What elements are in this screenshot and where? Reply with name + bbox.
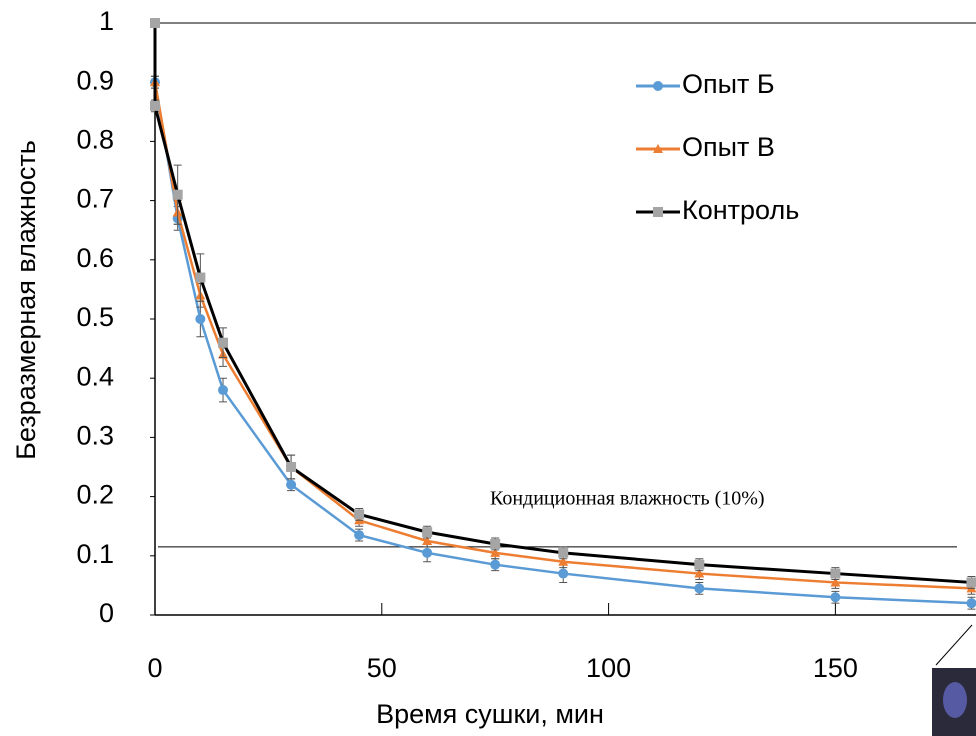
- data-point: [195, 314, 206, 324]
- y-tick-label: 0.8: [76, 125, 114, 155]
- data-point: [966, 598, 976, 609]
- data-point: [490, 547, 501, 557]
- threshold-label: Кондиционная влажность (10%): [490, 488, 765, 510]
- data-point: [490, 559, 501, 570]
- data-point: [694, 583, 705, 594]
- y-axis-title: Безразмерная влажность: [11, 140, 41, 460]
- data-point: [354, 530, 365, 541]
- data-point: [218, 337, 229, 348]
- legend-label: Опыт В: [682, 132, 775, 162]
- y-tick-label: 0.7: [76, 184, 114, 214]
- data-point: [558, 547, 569, 558]
- y-tick-label: 0.6: [76, 243, 114, 273]
- x-tick-label: 100: [586, 653, 631, 683]
- series-line: [153, 81, 972, 605]
- data-point: [558, 556, 569, 566]
- data-point: [422, 527, 433, 538]
- data-point: [830, 592, 841, 603]
- data-point: [694, 559, 705, 570]
- y-tick-label: 0.1: [76, 539, 114, 569]
- data-point: [830, 577, 841, 587]
- data-point: [830, 568, 841, 579]
- legend-label: Контроль: [682, 195, 799, 225]
- x-axis-title: Время сушки, мин: [376, 699, 604, 729]
- data-point: [218, 385, 229, 396]
- data-point: [966, 577, 976, 588]
- data-point: [172, 189, 183, 200]
- x-tick-label: 50: [367, 653, 397, 683]
- y-tick-label: 0: [99, 598, 114, 628]
- data-point: [490, 538, 501, 549]
- data-point: [422, 547, 433, 558]
- y-tick-label: 0.5: [76, 302, 114, 332]
- legend-marker: [653, 81, 663, 91]
- y-tick-label: 1: [99, 6, 114, 36]
- y-tick-label: 0.9: [76, 65, 114, 95]
- data-point: [558, 568, 569, 579]
- callout-line: [935, 624, 973, 666]
- y-tick-label: 0.2: [76, 480, 114, 510]
- inset-glow: [943, 682, 967, 718]
- y-tick-label: 0.4: [76, 361, 114, 391]
- x-tick-label: 150: [813, 653, 858, 683]
- y-tick-label: 0.3: [76, 421, 114, 451]
- data-point: [354, 509, 365, 520]
- data-point: [286, 462, 297, 472]
- legend-marker: [653, 144, 663, 153]
- legend-label: Опыт Б: [682, 69, 775, 99]
- x-tick-label: 0: [147, 653, 162, 683]
- legend-marker: [653, 207, 663, 217]
- data-point: [150, 18, 160, 28]
- data-point: [286, 479, 297, 490]
- data-point: [195, 272, 206, 283]
- series-line: [153, 81, 972, 590]
- data-point: [694, 568, 705, 578]
- data-point: [150, 100, 160, 111]
- data-point: [422, 536, 433, 545]
